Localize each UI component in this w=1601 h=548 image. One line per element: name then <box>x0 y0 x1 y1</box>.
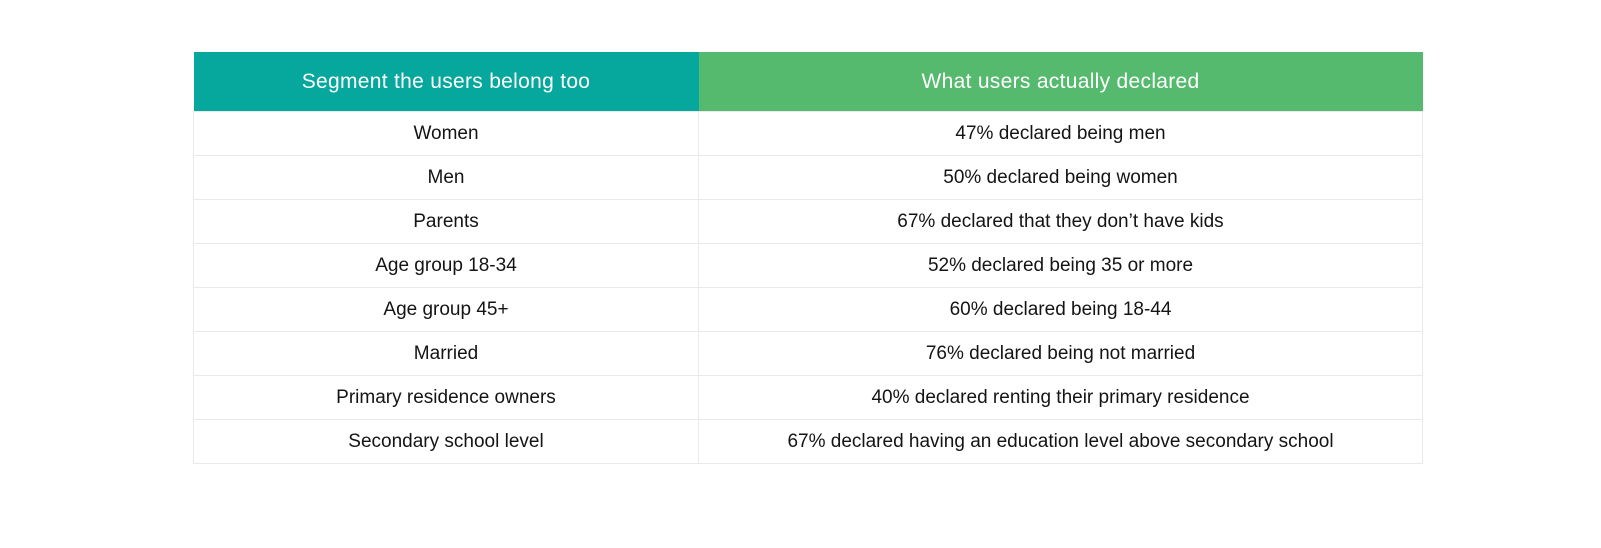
column-header-segment: Segment the users belong too <box>193 52 699 112</box>
segment-cell: Age group 45+ <box>193 287 699 332</box>
segment-cell: Secondary school level <box>193 419 699 464</box>
table-row: Age group 45+ 60% declared being 18-44 <box>193 287 1423 332</box>
declared-cell: 50% declared being women <box>698 155 1423 200</box>
table-row: Secondary school level 67% declared havi… <box>193 419 1423 464</box>
segment-cell: Primary residence owners <box>193 375 699 420</box>
declared-cell: 60% declared being 18-44 <box>698 287 1423 332</box>
table-row: Parents 67% declared that they don’t hav… <box>193 199 1423 244</box>
table-row: Women 47% declared being men <box>193 111 1423 156</box>
declared-cell: 52% declared being 35 or more <box>698 243 1423 288</box>
table-row: Age group 18-34 52% declared being 35 or… <box>193 243 1423 288</box>
table-row: Primary residence owners 40% declared re… <box>193 375 1423 420</box>
table-header-row: Segment the users belong too What users … <box>193 52 1423 112</box>
declared-cell: 67% declared that they don’t have kids <box>698 199 1423 244</box>
table-row: Men 50% declared being women <box>193 155 1423 200</box>
segment-cell: Men <box>193 155 699 200</box>
column-header-declared: What users actually declared <box>698 52 1423 112</box>
declared-cell: 40% declared renting their primary resid… <box>698 375 1423 420</box>
declared-cell: 67% declared having an education level a… <box>698 419 1423 464</box>
segment-cell: Married <box>193 331 699 376</box>
declared-cell: 47% declared being men <box>698 111 1423 156</box>
declared-cell: 76% declared being not married <box>698 331 1423 376</box>
segment-cell: Women <box>193 111 699 156</box>
table-row: Married 76% declared being not married <box>193 331 1423 376</box>
segments-comparison-table: Segment the users belong too What users … <box>193 52 1423 464</box>
segment-cell: Parents <box>193 199 699 244</box>
segment-cell: Age group 18-34 <box>193 243 699 288</box>
